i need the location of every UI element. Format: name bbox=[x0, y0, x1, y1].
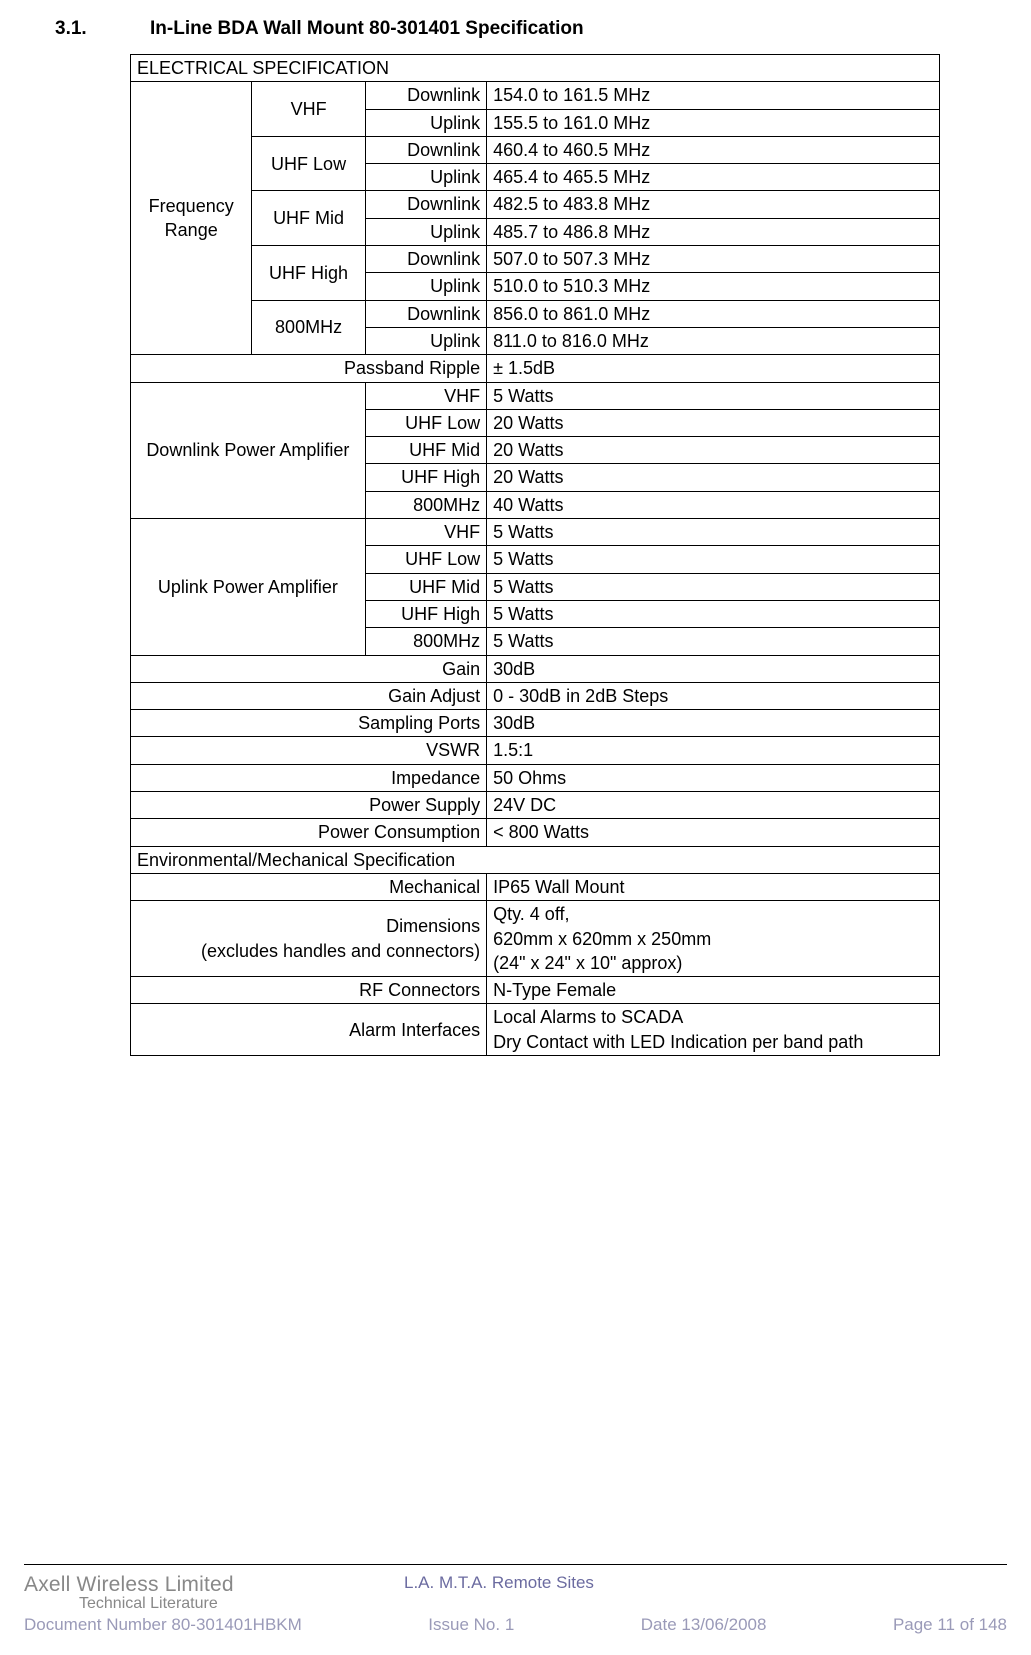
dl-label: Downlink bbox=[407, 85, 480, 105]
env-header: Environmental/Mechanical Specification bbox=[131, 846, 940, 873]
section-number: 3.1. bbox=[55, 18, 150, 40]
spec-table: ELECTRICAL SPECIFICATION Frequency Range… bbox=[130, 54, 940, 1056]
footer-project: L.A. M.T.A. Remote Sites bbox=[404, 1573, 594, 1597]
footer-sub: Technical Literature bbox=[79, 1595, 1007, 1613]
footer-doc: Document Number 80-301401HBKM bbox=[24, 1615, 302, 1635]
footer-date: Date 13/06/2008 bbox=[641, 1615, 767, 1635]
footer-page: Page 11 of 148 bbox=[893, 1615, 1007, 1635]
vhf-dl-val: 154.0 to 161.5 MHz bbox=[493, 85, 650, 105]
section-text: In-Line BDA Wall Mount 80-301401 Specifi… bbox=[150, 18, 584, 39]
page-footer: Axell Wireless Limited L.A. M.T.A. Remot… bbox=[24, 1564, 1007, 1635]
vhf-label: VHF bbox=[291, 99, 327, 119]
footer-issue: Issue No. 1 bbox=[428, 1615, 514, 1635]
footer-brand: Axell Wireless Limited bbox=[24, 1573, 404, 1597]
section-title: 3.1.In-Line BDA Wall Mount 80-301401 Spe… bbox=[55, 18, 976, 40]
electrical-header: ELECTRICAL SPECIFICATION bbox=[131, 55, 940, 82]
freq-range-label: Frequency Range bbox=[149, 196, 234, 240]
